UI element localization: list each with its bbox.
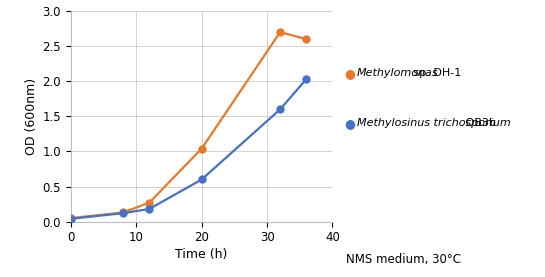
- Text: ●: ●: [344, 117, 355, 130]
- Text: Methylosinus trichosporium: Methylosinus trichosporium: [357, 118, 511, 128]
- X-axis label: Time (h): Time (h): [175, 248, 228, 261]
- Text: OB3b: OB3b: [462, 118, 496, 128]
- Text: Methylomonas: Methylomonas: [357, 68, 439, 78]
- Text: NMS medium, 30°C: NMS medium, 30°C: [346, 253, 461, 266]
- Text: sp. DH-1: sp. DH-1: [410, 68, 462, 78]
- Text: ●: ●: [344, 67, 355, 80]
- Y-axis label: OD (600nm): OD (600nm): [25, 78, 38, 155]
